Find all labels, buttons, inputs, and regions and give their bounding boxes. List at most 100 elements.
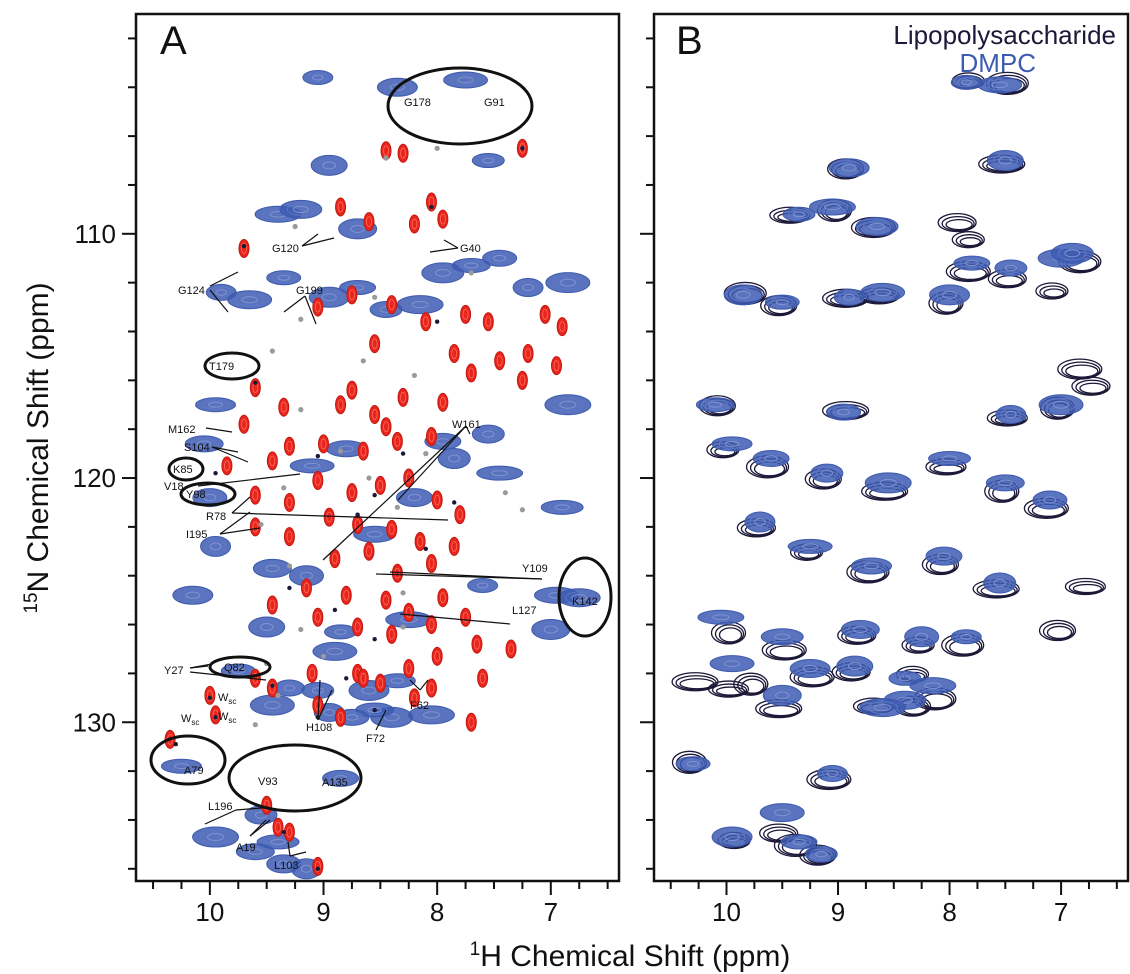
peak-gray_peak bbox=[298, 626, 304, 633]
peak-blue bbox=[925, 546, 963, 566]
peak-blue bbox=[759, 803, 805, 823]
x-tick-label: 7 bbox=[544, 897, 558, 927]
peak-red bbox=[238, 238, 250, 258]
peak-blue bbox=[312, 641, 358, 661]
panel-a-ticks: 10 9 8 7 110 120 130 bbox=[73, 37, 609, 927]
peak-blue bbox=[310, 154, 348, 176]
peak-blue bbox=[467, 577, 499, 593]
peak-dark bbox=[241, 243, 247, 249]
peak-gray_peak bbox=[394, 504, 400, 510]
peak-blue bbox=[828, 158, 870, 178]
leader-lines bbox=[189, 233, 543, 857]
peak-blue bbox=[471, 424, 505, 444]
peak-red bbox=[425, 427, 437, 447]
peak-blue bbox=[833, 288, 865, 306]
legend-lipopolysaccharide: Lipopolysaccharide bbox=[893, 20, 1116, 50]
label-a79: A79 bbox=[184, 765, 204, 777]
peak-blue bbox=[764, 294, 800, 310]
peak-red bbox=[266, 595, 278, 615]
circle-k142 bbox=[557, 556, 613, 638]
label-wsc-1-w: W bbox=[218, 692, 229, 704]
peak-red bbox=[380, 417, 392, 437]
peak-blue bbox=[782, 206, 816, 222]
peak-red bbox=[437, 392, 449, 412]
peak-blue bbox=[787, 538, 833, 554]
x-tick-label: 8 bbox=[942, 897, 956, 927]
peak-blue bbox=[482, 249, 518, 267]
label-s104: S104 bbox=[184, 442, 210, 454]
peak-blue bbox=[789, 659, 831, 679]
x-tick-label: 8 bbox=[430, 897, 444, 927]
panel-a-peaks bbox=[160, 69, 601, 880]
peak-blue bbox=[928, 450, 972, 466]
peak-red bbox=[403, 659, 415, 679]
x-axis-title-sup: 1 bbox=[470, 939, 481, 960]
peak-red bbox=[374, 673, 386, 693]
peak-red bbox=[420, 312, 432, 332]
peak-blue bbox=[711, 436, 753, 452]
peak-blue bbox=[266, 270, 302, 286]
peak-red bbox=[386, 295, 398, 315]
peak-blue bbox=[950, 629, 982, 645]
label-v93: V93 bbox=[258, 776, 278, 788]
label-y109: Y109 bbox=[522, 563, 548, 575]
peak-red bbox=[482, 312, 494, 332]
peak-blue bbox=[1032, 490, 1068, 510]
peak-red bbox=[261, 795, 273, 815]
peak-red bbox=[460, 607, 472, 627]
peak-red bbox=[454, 505, 466, 525]
peak-red bbox=[539, 304, 551, 324]
peak-dark bbox=[213, 470, 218, 476]
circle-y98 bbox=[179, 481, 237, 507]
peak-blue bbox=[744, 511, 776, 533]
peak-red bbox=[318, 434, 330, 454]
peak-blue bbox=[983, 572, 1017, 594]
peak-red bbox=[249, 517, 261, 537]
peak-blue bbox=[909, 677, 957, 695]
label-wsc-1-sub: sc bbox=[228, 697, 236, 706]
peak-blue bbox=[289, 458, 335, 474]
peak-dark bbox=[253, 380, 258, 385]
peak-gray_peak bbox=[468, 270, 474, 276]
x-tick-label: 9 bbox=[316, 897, 330, 927]
peak-dark bbox=[332, 607, 338, 613]
peak-blue bbox=[1038, 394, 1084, 416]
peak-red bbox=[494, 351, 506, 371]
peak-blue bbox=[353, 525, 397, 543]
peak-dark bbox=[671, 672, 719, 692]
peak-red bbox=[312, 607, 324, 627]
peak-red bbox=[363, 212, 375, 232]
peak-blue bbox=[512, 278, 544, 298]
peak-blue bbox=[860, 282, 906, 302]
peak-red bbox=[465, 712, 477, 732]
peak-red bbox=[408, 214, 420, 234]
peak-gray_peak bbox=[400, 624, 406, 630]
peak-blue bbox=[172, 585, 214, 605]
label-y27: Y27 bbox=[164, 665, 184, 677]
peak-blue bbox=[904, 626, 940, 648]
circle-v93-a135 bbox=[227, 743, 363, 813]
peak-blue bbox=[540, 499, 584, 515]
peak-gray_peak bbox=[519, 507, 526, 513]
label-wsc-3: Wsc bbox=[181, 713, 199, 727]
peak-red bbox=[278, 397, 290, 417]
peak-blue bbox=[476, 465, 524, 481]
peak-dark bbox=[344, 676, 349, 681]
peak-blue bbox=[451, 258, 491, 274]
peak-red bbox=[346, 483, 358, 503]
peak-gray_peak bbox=[502, 490, 508, 496]
peak-red bbox=[448, 536, 460, 556]
peak-dark bbox=[710, 621, 747, 645]
label-r78: R78 bbox=[206, 511, 226, 523]
peak-blue bbox=[808, 198, 856, 216]
peak-blue bbox=[697, 609, 745, 625]
label-t179: T179 bbox=[209, 361, 234, 373]
peak-red bbox=[346, 380, 358, 400]
label-g124: G124 bbox=[178, 285, 205, 297]
peak-red bbox=[204, 685, 216, 705]
peak-red bbox=[391, 431, 403, 451]
panel-b-ticks: 10 9 8 7 bbox=[640, 37, 1118, 927]
peak-gray_peak bbox=[434, 145, 440, 151]
peak-blue bbox=[816, 765, 848, 783]
peak-gray_peak bbox=[360, 358, 366, 364]
